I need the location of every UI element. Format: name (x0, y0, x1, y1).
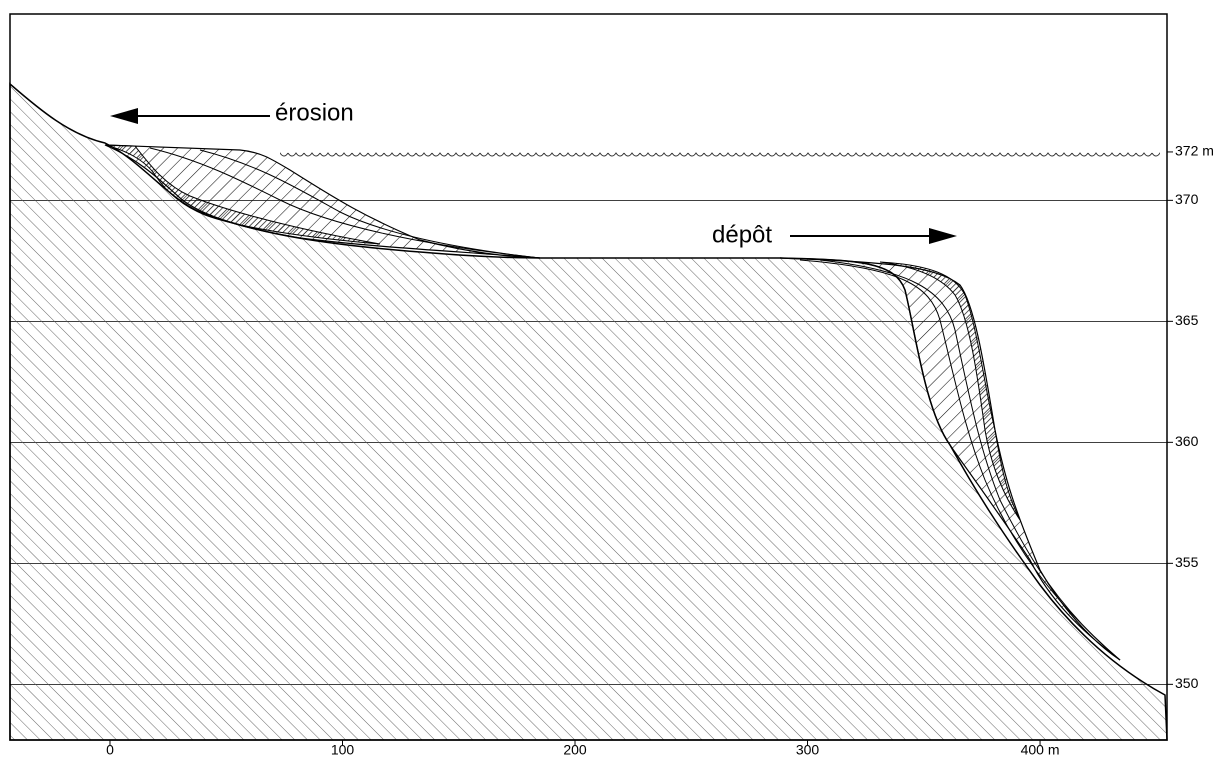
y-tick-label: 372 m (1175, 143, 1214, 159)
x-tick-label: 100 (331, 742, 355, 756)
x-tick-label: 0 (106, 742, 114, 756)
erosion-band (104, 144, 381, 245)
x-tick-label: 400 m (1021, 742, 1060, 756)
deposit-line (799, 259, 1121, 661)
water-surface (280, 149, 1160, 159)
arrow-head (929, 228, 957, 244)
y-tick-label: 355 (1175, 554, 1199, 570)
erosion-line (199, 149, 541, 259)
y-tick-label: 370 (1175, 191, 1199, 207)
y-tick-label: 350 (1175, 675, 1199, 691)
erosion-line (149, 147, 541, 259)
deposit-label: dépôt (712, 221, 772, 248)
arrow-head (110, 108, 138, 124)
x-tick-label: 300 (796, 742, 820, 756)
deposit-line (819, 259, 1121, 661)
y-tick-label: 365 (1175, 312, 1199, 328)
erosion-label: érosion (275, 99, 354, 126)
deposit-band (879, 261, 1021, 521)
frame (9, 13, 1168, 741)
x-tick-label: 200 (563, 742, 587, 756)
y-tick-label: 360 (1175, 433, 1199, 449)
